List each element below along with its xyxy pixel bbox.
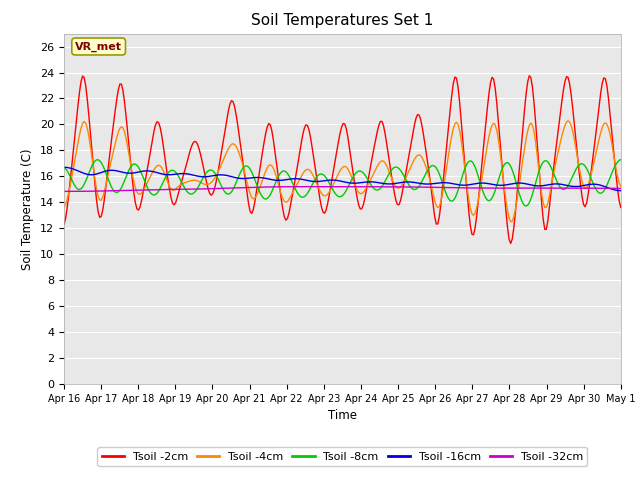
Tsoil -2cm <box>303 123 311 129</box>
Tsoil -4cm <box>60 204 68 210</box>
Line: Tsoil -8cm: Tsoil -8cm <box>64 159 621 206</box>
Tsoil -4cm <box>129 171 136 177</box>
Tsoil -2cm <box>254 180 262 185</box>
Line: Tsoil -2cm: Tsoil -2cm <box>64 76 621 243</box>
Tsoil -16cm <box>129 170 136 176</box>
Tsoil -16cm <box>254 175 262 180</box>
Text: VR_met: VR_met <box>75 41 122 52</box>
Tsoil -16cm <box>244 175 252 181</box>
Tsoil -8cm <box>226 191 234 196</box>
Tsoil -4cm <box>617 183 625 189</box>
Tsoil -4cm <box>303 167 311 172</box>
Tsoil -8cm <box>617 156 625 162</box>
Tsoil -32cm <box>588 185 595 191</box>
Tsoil -8cm <box>244 164 252 170</box>
Tsoil -8cm <box>60 165 68 171</box>
Title: Soil Temperatures Set 1: Soil Temperatures Set 1 <box>252 13 433 28</box>
Tsoil -8cm <box>303 191 311 196</box>
Tsoil -4cm <box>254 190 262 195</box>
Tsoil -4cm <box>226 143 234 149</box>
Tsoil -8cm <box>254 185 262 191</box>
Tsoil -2cm <box>507 240 515 246</box>
Tsoil -2cm <box>589 155 596 161</box>
Tsoil -4cm <box>589 164 596 170</box>
Tsoil -16cm <box>617 188 625 193</box>
Tsoil -32cm <box>244 185 252 191</box>
Tsoil -2cm <box>226 101 234 107</box>
Tsoil -16cm <box>586 181 594 187</box>
Tsoil -8cm <box>129 162 136 168</box>
Tsoil -2cm <box>525 73 533 79</box>
Tsoil -16cm <box>226 173 234 179</box>
Tsoil -4cm <box>507 219 515 225</box>
Tsoil -32cm <box>60 189 68 194</box>
Tsoil -4cm <box>244 186 252 192</box>
Tsoil -2cm <box>60 222 68 228</box>
X-axis label: Time: Time <box>328 409 357 422</box>
Tsoil -32cm <box>303 184 311 190</box>
Tsoil -2cm <box>129 176 136 182</box>
Tsoil -4cm <box>564 118 572 124</box>
Tsoil -32cm <box>617 186 625 192</box>
Tsoil -16cm <box>60 164 68 170</box>
Tsoil -32cm <box>312 184 319 190</box>
Line: Tsoil -16cm: Tsoil -16cm <box>64 167 621 191</box>
Line: Tsoil -32cm: Tsoil -32cm <box>64 187 621 192</box>
Tsoil -16cm <box>303 178 311 183</box>
Legend: Tsoil -2cm, Tsoil -4cm, Tsoil -8cm, Tsoil -16cm, Tsoil -32cm: Tsoil -2cm, Tsoil -4cm, Tsoil -8cm, Tsoi… <box>97 447 588 466</box>
Tsoil -32cm <box>226 185 234 191</box>
Tsoil -2cm <box>244 201 252 207</box>
Tsoil -32cm <box>254 184 262 190</box>
Tsoil -8cm <box>588 176 595 182</box>
Tsoil -32cm <box>129 187 136 193</box>
Tsoil -8cm <box>522 203 530 209</box>
Line: Tsoil -4cm: Tsoil -4cm <box>64 121 621 222</box>
Tsoil -2cm <box>617 204 625 210</box>
Y-axis label: Soil Temperature (C): Soil Temperature (C) <box>22 148 35 270</box>
